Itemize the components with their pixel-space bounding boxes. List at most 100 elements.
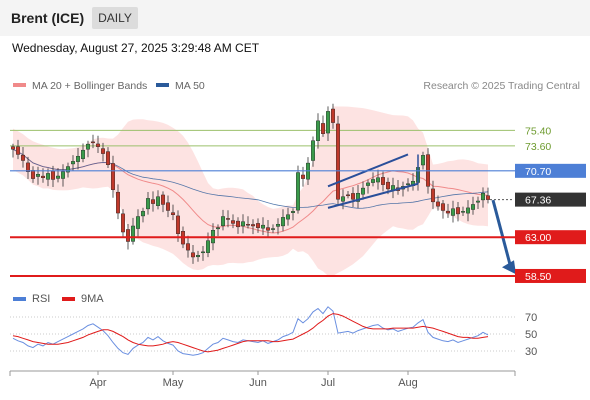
legend-label-9ma: 9MA (81, 293, 104, 305)
timeframe-badge[interactable]: DAILY (92, 7, 138, 29)
legend-ma20-bollinger: MA 20 + Bollinger Bands (13, 80, 147, 92)
candle-body (120, 213, 125, 233)
candle-body (366, 182, 371, 186)
candle-body (376, 177, 381, 183)
candle-body (436, 201, 441, 207)
candle-body (351, 193, 356, 200)
rsi-tick-label: 70 (525, 312, 537, 324)
candle-body (331, 108, 336, 123)
candle-body (70, 161, 75, 165)
bollinger-band (13, 106, 488, 276)
candle-body (235, 220, 240, 228)
rsi-9ma-line (12, 313, 489, 353)
level-tag-2 (515, 163, 586, 178)
candle-body (296, 172, 301, 211)
candle-body (145, 198, 150, 210)
x-tick-label: Aug (398, 377, 418, 389)
candle-body (225, 218, 230, 220)
legend-label-ma20: MA 20 + Bollinger Bands (32, 80, 148, 92)
level-tag-label-3: 67.36 (525, 195, 551, 207)
candle-body (361, 187, 366, 195)
level-label-0: 75.40 (525, 125, 551, 137)
candle-body (65, 166, 70, 173)
candle-body (130, 225, 135, 242)
candle-body (36, 174, 41, 177)
candle-body (75, 155, 80, 162)
candle-body (51, 170, 56, 180)
rsi-tick-label: 30 (525, 346, 537, 358)
forecast-arrow-shaft (491, 199, 513, 269)
candle-body (326, 111, 331, 134)
x-tick-label: Apr (89, 377, 106, 389)
candle-body (31, 170, 36, 179)
candle-body (46, 173, 51, 180)
candle-body (105, 151, 110, 166)
candle-body (386, 181, 391, 190)
candle-body (240, 221, 245, 227)
candle-body (341, 196, 346, 202)
x-tick-label: Jun (249, 377, 267, 389)
candle-body (476, 200, 481, 203)
candle-body (230, 220, 235, 224)
candle-body (21, 154, 26, 161)
candle-body (90, 141, 95, 144)
candle-body (100, 148, 105, 154)
candle-body (276, 224, 281, 227)
candle-body (115, 191, 120, 214)
candle-body (125, 229, 130, 242)
x-tick-label: Jul (321, 377, 335, 389)
level-label-1: 73.60 (525, 141, 551, 153)
candle-body (185, 243, 190, 251)
candle-body (155, 196, 160, 206)
wedge-lower-line (327, 182, 419, 209)
candle-body (441, 203, 446, 211)
candle-body (486, 195, 491, 200)
legend-label-ma50: MA 50 (175, 80, 205, 92)
legend-ma50: MA 50 (156, 80, 205, 92)
candle-body (431, 188, 436, 203)
candle-body (456, 207, 461, 215)
candle-body (170, 212, 175, 215)
copyright-text: Research © 2025 Trading Central (423, 80, 580, 92)
candle-body (311, 140, 316, 161)
candle-body (95, 143, 100, 147)
level-tag-3 (515, 192, 586, 207)
candle-body (205, 240, 210, 253)
candle-body (245, 224, 250, 226)
candle-body (41, 175, 46, 178)
candle-body (10, 146, 15, 150)
candle-body (160, 194, 165, 205)
candle-body (220, 216, 225, 226)
legend-swatch-ma20 (13, 83, 26, 88)
candle-body (471, 204, 476, 210)
candle-body (140, 211, 145, 217)
candle-body (281, 217, 286, 227)
candle-body (451, 208, 456, 216)
candle-body (291, 211, 296, 213)
candle-body (261, 224, 266, 229)
rsi-tick-label: 50 (525, 329, 537, 341)
level-tag-label-4: 63.00 (525, 232, 551, 244)
candle-body (256, 223, 261, 228)
candle-body (80, 149, 85, 159)
candle-body (195, 255, 200, 258)
candle-body (371, 179, 376, 183)
legend-swatch-9ma (62, 297, 75, 301)
legend-label-rsi: RSI (32, 293, 50, 305)
level-tag-5 (515, 268, 586, 283)
forecast-arrow-head (502, 260, 516, 275)
candle-body (286, 214, 291, 220)
candle-body (26, 162, 31, 172)
x-tick-label: May (163, 377, 184, 389)
level-tag-4 (515, 230, 586, 245)
candle-body (200, 251, 205, 254)
candle-body (110, 163, 115, 190)
candle-body (321, 123, 326, 134)
legend-swatch-rsi (13, 297, 26, 301)
candle-body (61, 171, 66, 179)
candle-body (406, 183, 411, 185)
candle-body (16, 146, 21, 155)
candle-body (250, 224, 255, 227)
candle-body (150, 199, 155, 204)
